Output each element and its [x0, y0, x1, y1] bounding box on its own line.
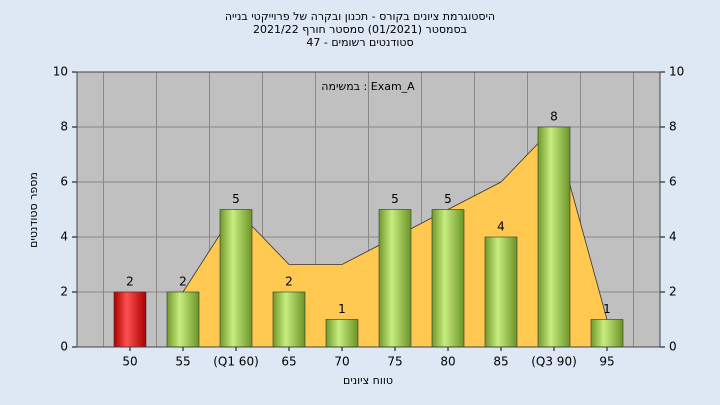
y2-tick-label: 10: [669, 65, 684, 79]
bar: [378, 209, 412, 348]
y-tick-label: 2: [60, 285, 68, 299]
x-tick-label: (Q1 60): [213, 355, 259, 369]
value-label: 1: [603, 302, 611, 316]
bar: [484, 236, 518, 348]
chart-title: היסטוגרמת ציונים בקורס - תכנון ובקרה של …: [225, 10, 495, 23]
value-label: 8: [550, 110, 558, 124]
y-tick-label: 8: [60, 120, 68, 134]
y2-tick-label: 4: [669, 230, 677, 244]
x-tick-label: 70: [334, 355, 349, 369]
value-label: 1: [338, 302, 346, 316]
y2-tick-label: 0: [669, 340, 677, 354]
bar: [113, 291, 147, 348]
bar: [219, 209, 253, 348]
y-axis-label: מספר סטודנטים: [27, 172, 40, 248]
bar: [166, 291, 200, 348]
value-label: 4: [497, 220, 505, 234]
value-label: 5: [391, 192, 399, 206]
bar: [325, 319, 359, 348]
value-label: 5: [232, 192, 240, 206]
subtitle: בסמסטר (01/2021) סמסטר חורף 2021/22: [253, 23, 467, 36]
y-tick-label: 0: [60, 340, 68, 354]
x-tick-label: 80: [440, 355, 455, 369]
y2-tick-label: 8: [669, 120, 677, 134]
plot-border: [76, 71, 661, 348]
x-tick-label: 85: [493, 355, 508, 369]
bar: [431, 209, 465, 348]
value-label: 2: [179, 275, 187, 289]
bar: [272, 291, 306, 348]
y-tick-label: 4: [60, 230, 68, 244]
x-tick-label: 50: [122, 355, 137, 369]
subtitle: סטודנטים רשומים - 47: [306, 36, 413, 49]
bar: [537, 126, 571, 348]
value-label: 2: [126, 275, 134, 289]
value-label: 2: [285, 275, 293, 289]
y2-tick-label: 6: [669, 175, 677, 189]
x-tick-label: 95: [599, 355, 614, 369]
x-tick-label: 75: [387, 355, 402, 369]
value-label: 5: [444, 192, 452, 206]
x-axis-label: טווח ציונים: [343, 374, 393, 387]
x-tick-label: 65: [281, 355, 296, 369]
y2-tick-label: 2: [669, 285, 677, 299]
y-tick-label: 6: [60, 175, 68, 189]
bar: [590, 319, 624, 348]
y-tick-label: 10: [53, 65, 68, 79]
x-tick-label: 55: [175, 355, 190, 369]
x-tick-label: (Q3 90): [531, 355, 577, 369]
